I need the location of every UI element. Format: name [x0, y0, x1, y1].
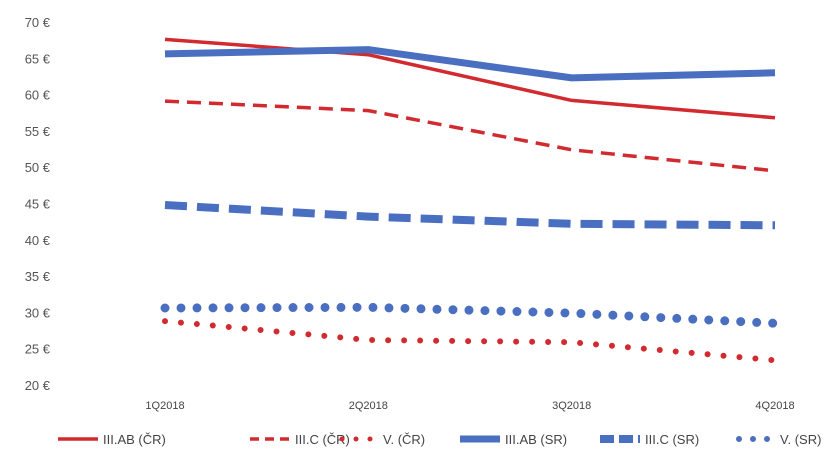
legend: III.AB (ČR) III.C (ČR) V. (ČR) III.AB (SR) I… [58, 432, 821, 447]
x-tick-label: 1Q2018 [145, 400, 184, 412]
legend-item-v-sr: V. (SR) [736, 432, 821, 447]
legend-item-iii-c-cr: III.C (ČR) [250, 432, 350, 447]
legend-item-iii-ab-sr: III.AB (SR) [460, 432, 567, 447]
y-tick-label: 60 € [25, 88, 51, 103]
series-line-v-cr [162, 318, 778, 364]
y-tick-label: 40 € [25, 233, 51, 248]
y-tick-label: 70 € [25, 15, 51, 30]
y-tick-label: 45 € [25, 197, 51, 212]
legend-label: III.AB (SR) [505, 432, 567, 447]
y-tick-label: 25 € [25, 342, 51, 357]
series-line-iii-ab-sr [164, 46, 776, 82]
y-axis-tick-labels: 20 € 25 € 30 € 35 € 40 € 45 € 50 € 55 € 60 € 65 €… [25, 15, 51, 393]
series-line-iii-c-cr [164, 99, 776, 173]
y-tick-label: 20 € [25, 378, 51, 393]
series-line-v-sr [160, 302, 780, 328]
legend-item-v-cr: V. (ČR) [339, 432, 425, 447]
x-tick-label: 2Q2018 [349, 400, 388, 412]
legend-label: III.AB (ČR) [103, 432, 166, 447]
legend-label: V. (ČR) [383, 432, 425, 447]
x-tick-label: 3Q2018 [552, 400, 591, 412]
y-tick-label: 35 € [25, 269, 51, 284]
series-line-iii-c-sr [164, 201, 776, 230]
y-tick-label: 30 € [25, 305, 51, 320]
legend-label: V. (SR) [780, 432, 821, 447]
legend-label: III.C (ČR) [295, 432, 350, 447]
legend-label: III.C (SR) [645, 432, 699, 447]
series-line-iii-ab-cr [164, 37, 776, 120]
legend-item-iii-ab-cr: III.AB (ČR) [58, 432, 166, 447]
series-lines [160, 37, 780, 364]
x-axis-tick-labels: 1Q2018 2Q2018 3Q2018 4Q2018 [145, 400, 794, 412]
y-tick-label: 55 € [25, 124, 51, 139]
y-tick-label: 65 € [25, 51, 51, 66]
y-tick-label: 50 € [25, 160, 51, 175]
x-tick-label: 4Q2018 [755, 400, 794, 412]
legend-item-iii-c-sr: III.C (SR) [600, 432, 699, 447]
